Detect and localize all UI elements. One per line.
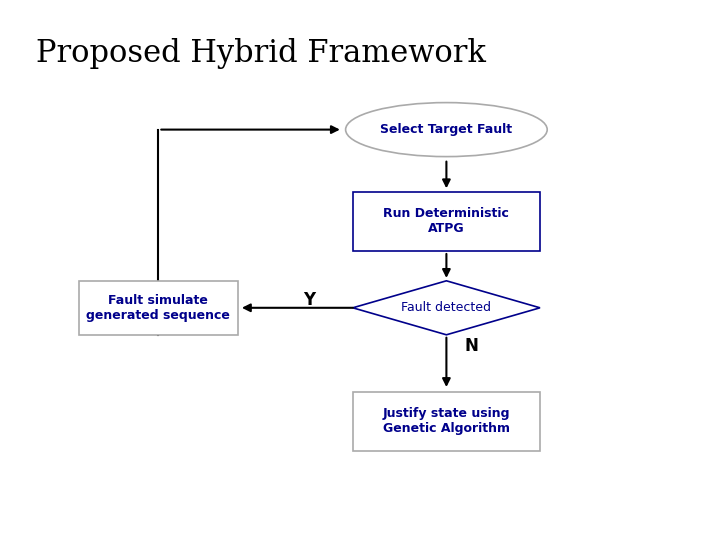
Bar — [353, 192, 540, 251]
Text: Justify state using
Genetic Algorithm: Justify state using Genetic Algorithm — [382, 407, 510, 435]
Text: Y: Y — [304, 291, 315, 309]
Polygon shape — [353, 281, 540, 335]
Text: N: N — [464, 336, 479, 355]
Text: Proposed Hybrid Framework: Proposed Hybrid Framework — [36, 38, 486, 69]
Text: Fault detected: Fault detected — [402, 301, 491, 314]
Text: Select Target Fault: Select Target Fault — [380, 123, 513, 136]
Bar — [353, 392, 540, 451]
Text: Run Deterministic
ATPG: Run Deterministic ATPG — [384, 207, 509, 235]
Ellipse shape — [346, 103, 547, 157]
Text: Fault simulate
generated sequence: Fault simulate generated sequence — [86, 294, 230, 322]
Bar — [79, 281, 238, 335]
